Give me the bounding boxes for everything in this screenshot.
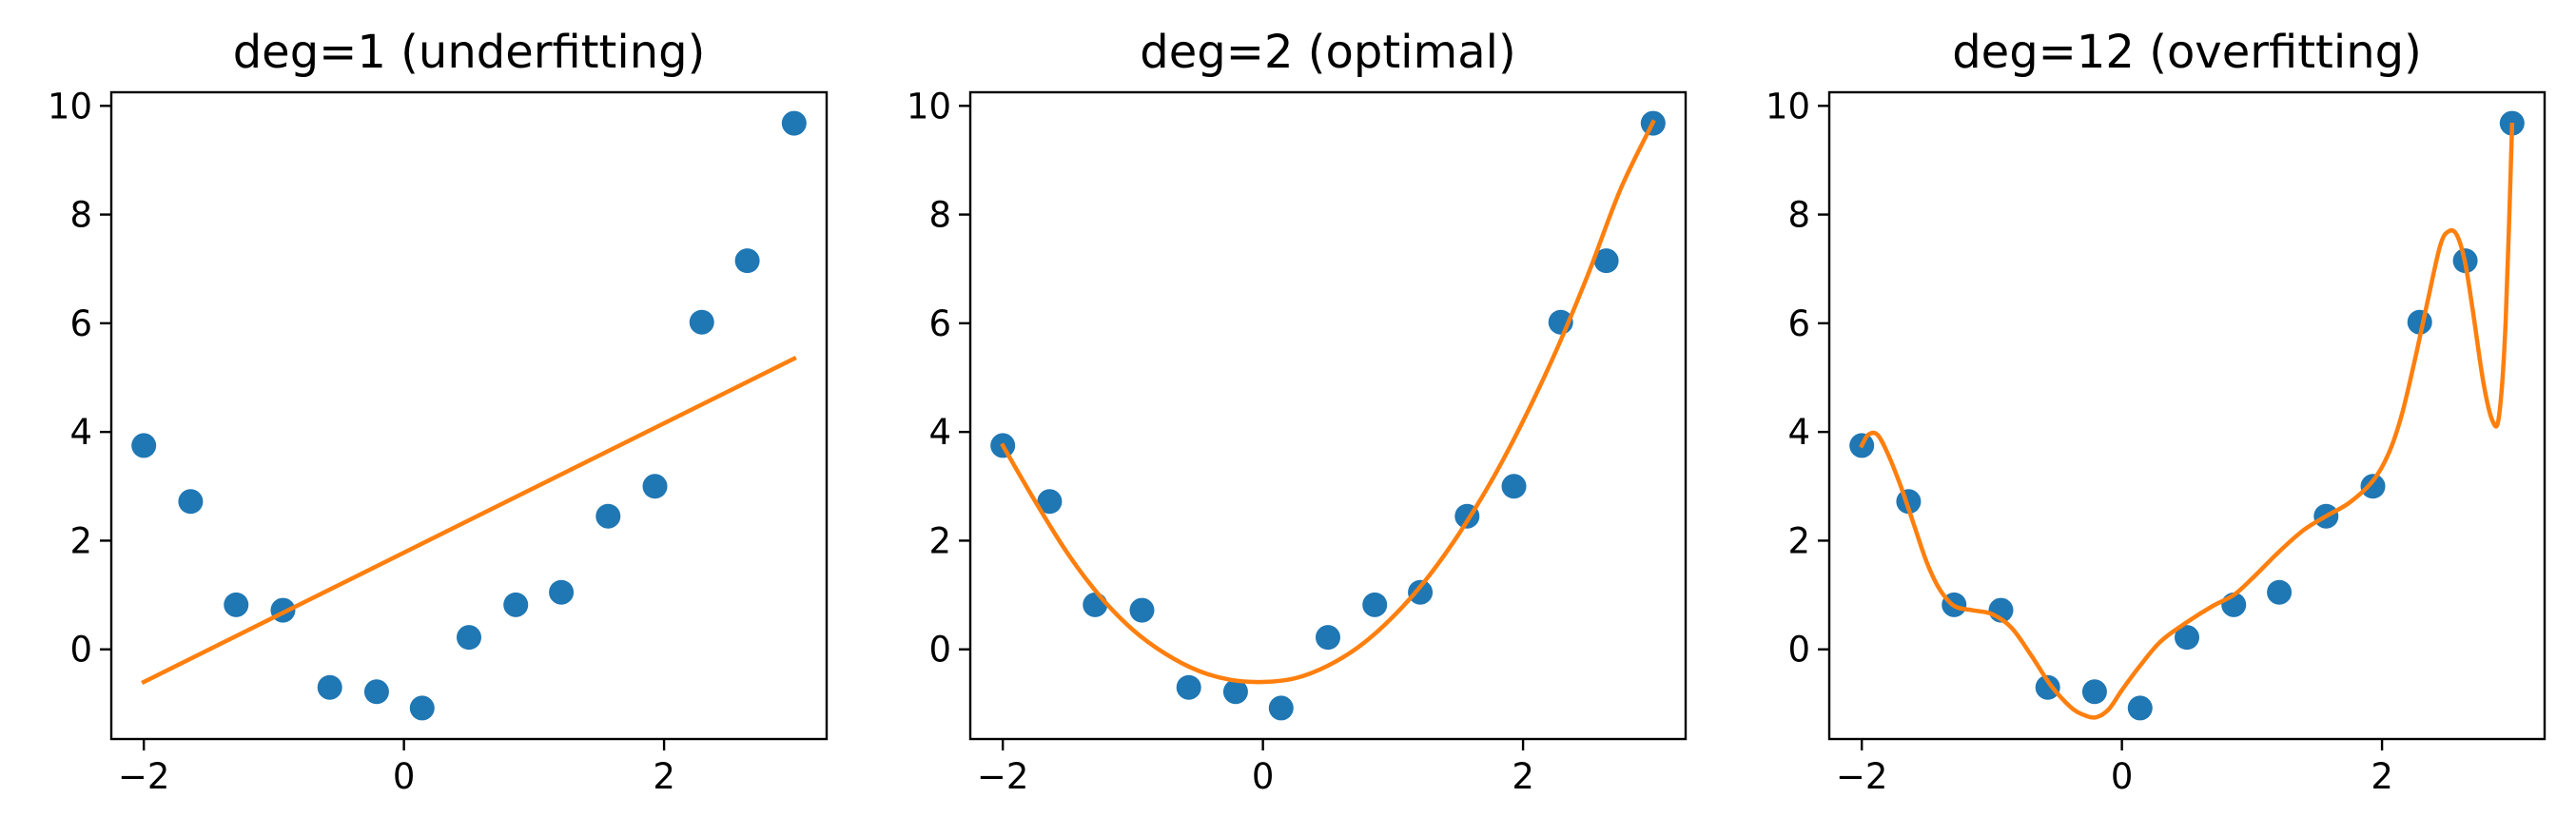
data-point (317, 674, 342, 700)
y-tick-label: 6 (1787, 303, 1810, 344)
x-tick-label: 2 (653, 756, 675, 797)
data-point (1222, 679, 1248, 705)
y-tick-label: 2 (928, 520, 951, 561)
x-tick-label: 2 (1512, 756, 1534, 797)
x-tick-label: 2 (2371, 756, 2393, 797)
fit-line-deg-2 (1000, 119, 1656, 685)
y-tick-label: 4 (928, 412, 951, 453)
y-tick-label: 4 (1787, 412, 1810, 453)
subplot-title: deg=2 (optimal) (1140, 26, 1515, 79)
data-point (363, 679, 389, 705)
y-tick-label: 10 (1766, 86, 1810, 127)
y-tick-label: 8 (1787, 195, 1810, 236)
data-point (1593, 248, 1619, 274)
data-point (2360, 474, 2386, 499)
y-tick-label: 6 (69, 303, 92, 344)
y-tick-label: 6 (928, 303, 951, 344)
plot-area (990, 110, 1666, 721)
fit-line-deg-12 (1859, 122, 2515, 720)
y-tick-label: 0 (69, 630, 92, 671)
data-point (734, 248, 760, 274)
y-tick-label: 2 (69, 520, 92, 561)
data-point (1268, 695, 1294, 721)
data-point (1316, 625, 1340, 651)
data-point (409, 695, 435, 721)
data-point (1362, 592, 1388, 617)
data-point (2175, 625, 2199, 651)
y-tick-label: 0 (928, 630, 951, 671)
plot-area (1849, 110, 2525, 721)
y-tick-label: 2 (1787, 520, 1810, 561)
x-tick-label: 0 (393, 756, 416, 797)
y-tick-label: 4 (69, 412, 92, 453)
data-point (549, 579, 575, 605)
data-point (689, 309, 714, 335)
y-tick-label: 8 (928, 195, 951, 236)
data-point (642, 474, 668, 499)
data-point (1501, 474, 1527, 499)
x-tick-label: 0 (2111, 756, 2134, 797)
data-point (2127, 695, 2153, 721)
fit-line-deg-1 (141, 355, 797, 686)
axes-frame (1827, 90, 2547, 741)
data-point (2035, 674, 2060, 700)
subplot-title: deg=1 (underfitting) (233, 26, 706, 79)
data-point (1083, 592, 1108, 617)
data-point (457, 625, 481, 651)
subplot-2: deg=2 (optimal) −2 0 2 0 2 4 6 8 10 (907, 26, 1688, 797)
x-tick-label: −2 (977, 756, 1029, 797)
plot-area (131, 110, 807, 721)
data-point (2081, 679, 2107, 705)
data-point (1176, 674, 1201, 700)
subplot-title: deg=12 (overfitting) (1952, 26, 2422, 79)
x-tick-label: 0 (1252, 756, 1275, 797)
data-point (781, 110, 807, 136)
subplot-1: deg=1 (underfitting) −2 0 2 0 2 4 6 8 10 (48, 26, 829, 797)
y-tick-label: 10 (907, 86, 951, 127)
data-point (131, 433, 157, 458)
data-point (224, 592, 249, 617)
data-point (2267, 579, 2293, 605)
x-tick-label: −2 (1836, 756, 1888, 797)
y-tick-label: 10 (48, 86, 92, 127)
data-point (178, 489, 204, 515)
y-tick-label: 8 (69, 195, 92, 236)
x-tick-label: −2 (118, 756, 170, 797)
axes-frame (968, 90, 1688, 741)
data-point (1037, 489, 1063, 515)
data-point (1129, 597, 1155, 623)
data-point (503, 592, 529, 617)
subplot-3: deg=12 (overfitting) −2 0 2 0 2 4 6 8 10 (1766, 26, 2547, 797)
data-point (595, 503, 621, 529)
axes-frame (109, 90, 829, 741)
y-tick-label: 0 (1787, 630, 1810, 671)
data-point (1408, 579, 1434, 605)
